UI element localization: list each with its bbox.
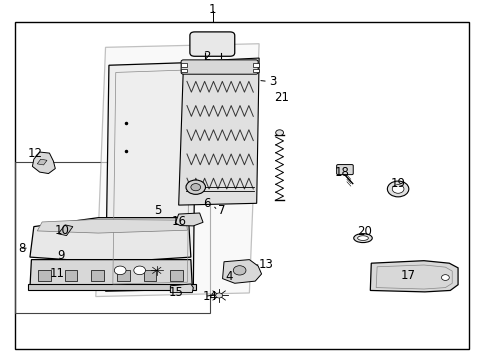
Text: 17: 17 (400, 269, 415, 282)
Bar (253, 69, 259, 72)
Text: 18: 18 (334, 166, 349, 179)
Circle shape (441, 275, 448, 280)
Polygon shape (30, 218, 190, 262)
Polygon shape (105, 62, 195, 291)
Circle shape (386, 181, 408, 197)
Text: 2: 2 (203, 50, 210, 63)
Ellipse shape (357, 236, 367, 240)
Text: 6: 6 (203, 197, 210, 210)
Text: 4: 4 (224, 270, 232, 283)
Circle shape (190, 184, 200, 191)
Circle shape (215, 293, 222, 298)
Polygon shape (175, 213, 203, 226)
Text: 20: 20 (356, 225, 371, 238)
Text: 10: 10 (54, 224, 69, 237)
Text: 5: 5 (154, 204, 161, 217)
Bar (64, 270, 77, 281)
FancyBboxPatch shape (181, 60, 258, 74)
Polygon shape (222, 260, 261, 283)
Bar (15, 162, 210, 313)
Bar (91, 270, 103, 281)
FancyBboxPatch shape (336, 165, 352, 175)
Bar (143, 270, 156, 281)
Polygon shape (30, 260, 192, 288)
Polygon shape (170, 284, 193, 293)
Text: 21: 21 (273, 91, 288, 104)
Circle shape (185, 180, 205, 194)
Text: 13: 13 (259, 258, 273, 271)
Text: 1: 1 (209, 3, 216, 16)
Polygon shape (178, 58, 259, 205)
Text: 8: 8 (18, 242, 25, 255)
Bar (117, 270, 130, 281)
Polygon shape (58, 225, 73, 235)
Circle shape (233, 266, 245, 275)
Text: 9: 9 (57, 249, 64, 262)
Polygon shape (369, 261, 457, 292)
Bar (38, 270, 51, 281)
Polygon shape (32, 152, 55, 174)
Circle shape (275, 130, 283, 135)
Circle shape (114, 266, 126, 275)
Bar (253, 63, 259, 67)
FancyBboxPatch shape (27, 284, 195, 291)
Polygon shape (37, 220, 187, 233)
Text: 7: 7 (217, 204, 224, 217)
Text: 11: 11 (49, 267, 64, 280)
Text: 15: 15 (168, 287, 183, 300)
Bar (181, 63, 186, 67)
Bar (169, 270, 182, 281)
Ellipse shape (353, 234, 371, 243)
Text: 14: 14 (203, 290, 218, 303)
Text: 12: 12 (27, 147, 42, 159)
Polygon shape (96, 44, 259, 297)
FancyBboxPatch shape (189, 32, 234, 56)
Circle shape (134, 266, 145, 275)
Text: 3: 3 (268, 75, 276, 88)
Text: 19: 19 (390, 177, 405, 190)
Text: 16: 16 (171, 215, 186, 228)
Polygon shape (37, 159, 47, 165)
Bar (181, 69, 186, 72)
Circle shape (391, 185, 403, 193)
